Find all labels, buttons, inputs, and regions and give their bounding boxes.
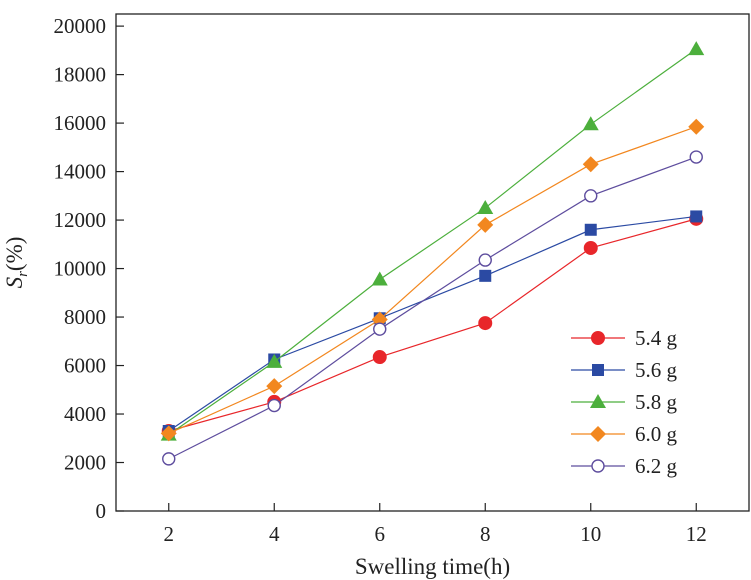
x-tick-label: 2 xyxy=(164,522,175,546)
data-point xyxy=(584,189,598,203)
x-tick-label: 4 xyxy=(269,522,280,546)
legend-label: 5.6 g xyxy=(635,358,678,382)
data-point xyxy=(266,378,283,395)
data-point xyxy=(688,41,705,56)
data-point xyxy=(583,240,598,255)
y-tick-label: 12000 xyxy=(54,208,107,232)
x-tick-label: 8 xyxy=(480,522,491,546)
y-axis-title-main: S xyxy=(2,276,27,288)
series-line xyxy=(168,218,697,432)
y-tick-label: 18000 xyxy=(54,63,107,87)
data-point xyxy=(689,150,703,164)
y-tick-label: 10000 xyxy=(54,257,107,281)
y-tick-label: 8000 xyxy=(64,305,106,329)
legend-item: 6.2 g xyxy=(571,454,678,478)
x-axis-title: Swelling time(h) xyxy=(355,554,510,579)
data-point xyxy=(582,156,599,173)
data-point xyxy=(582,116,599,131)
y-tick-label: 2000 xyxy=(64,451,106,475)
data-point xyxy=(160,425,177,442)
plot-area xyxy=(115,13,750,512)
y-axis-title: Sr(%) xyxy=(2,237,31,289)
data-point xyxy=(478,316,493,331)
data-point xyxy=(373,322,387,336)
y-tick-label: 4000 xyxy=(64,402,106,426)
series-layer xyxy=(160,41,705,466)
legend-label: 6.0 g xyxy=(635,422,678,446)
data-point xyxy=(266,353,283,368)
data-point xyxy=(477,199,494,214)
x-axis-ticks: 2 4 6 8 10 12 xyxy=(164,503,707,546)
legend-item: 5.6 g xyxy=(571,358,678,382)
y-tick-label: 14000 xyxy=(54,160,107,184)
series-6-2-g xyxy=(162,150,703,466)
y-tick-label: 6000 xyxy=(64,354,106,378)
series-5-4-g xyxy=(161,211,704,438)
legend-marker xyxy=(590,394,606,408)
series-line xyxy=(168,126,697,434)
data-point xyxy=(477,216,494,233)
series-6-0-g xyxy=(160,118,705,442)
legend-item: 6.0 g xyxy=(571,422,678,446)
x-tick-label: 12 xyxy=(686,522,707,546)
y-tick-label: 16000 xyxy=(54,111,107,135)
data-point xyxy=(479,269,492,282)
series-line xyxy=(168,48,697,436)
data-point xyxy=(267,398,281,413)
x-tick-label: 6 xyxy=(375,522,386,546)
legend-item: 5.4 g xyxy=(571,326,678,350)
data-point xyxy=(162,452,176,466)
legend-marker xyxy=(592,364,604,376)
series-line xyxy=(168,215,697,432)
legend-label: 5.8 g xyxy=(635,390,678,414)
legend: 5.4 g 5.6 g 5.8 g 6.0 g 6.2 g xyxy=(571,326,678,478)
legend-item: 5.8 g xyxy=(571,390,678,414)
legend-marker xyxy=(590,426,606,442)
y-axis-ticks: 0 2000 4000 6000 8000 10000 12000 14000 16000 180… xyxy=(54,14,124,523)
data-point xyxy=(690,210,703,223)
series-line xyxy=(168,156,697,460)
legend-label: 5.4 g xyxy=(635,326,678,350)
data-point xyxy=(371,271,388,286)
data-point xyxy=(478,253,492,267)
y-tick-label: 20000 xyxy=(54,14,107,38)
legend-marker xyxy=(591,331,605,345)
data-point xyxy=(371,311,388,328)
data-point xyxy=(372,350,387,365)
x-tick-label: 10 xyxy=(580,522,601,546)
data-point xyxy=(688,118,705,135)
y-axis-title-unit: (%) xyxy=(2,237,27,271)
y-axis-title-subscript: r xyxy=(15,271,31,277)
y-tick-label: 0 xyxy=(96,499,107,523)
legend-marker xyxy=(591,459,605,473)
legend-label: 6.2 g xyxy=(635,454,678,478)
plot-frame xyxy=(115,13,750,512)
data-point xyxy=(584,223,597,236)
